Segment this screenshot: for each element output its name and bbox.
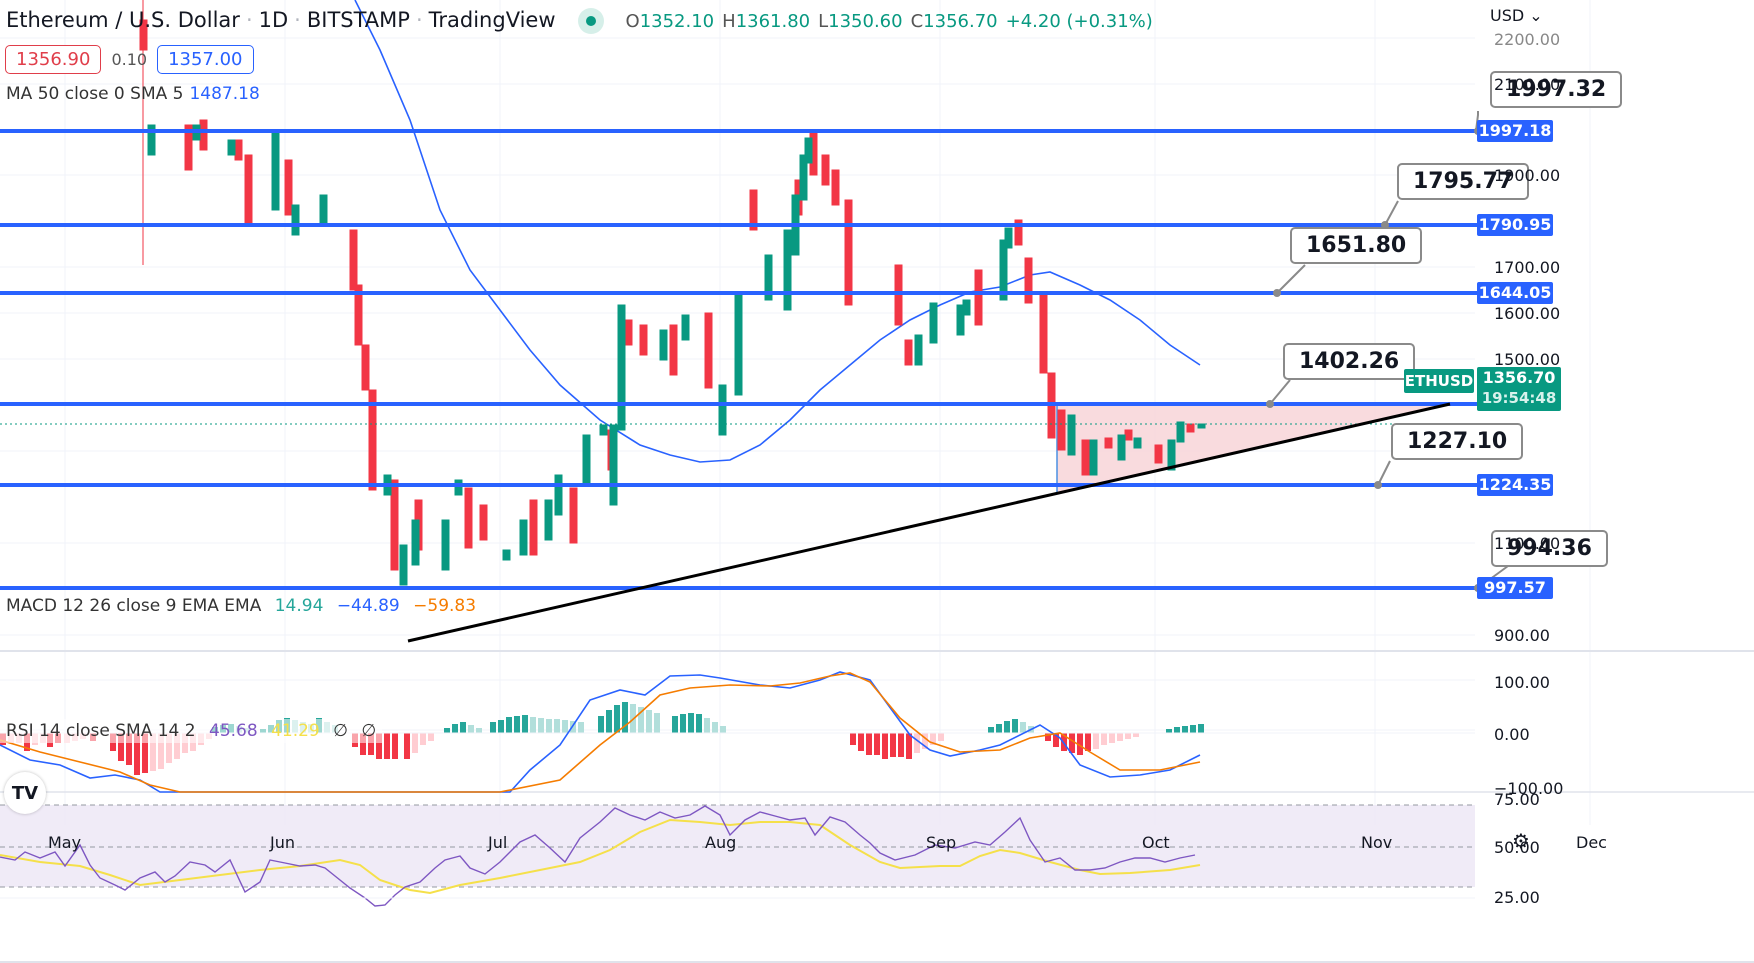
time-label: Nov: [1361, 833, 1393, 852]
candles: [139, 0, 1206, 586]
source: TradingView: [428, 8, 556, 32]
level-price-label: 1224.35: [1477, 474, 1553, 496]
rsi-sma-line: [0, 818, 1201, 895]
interval[interactable]: 1D: [258, 8, 289, 32]
level-price-label: 1790.95: [1477, 214, 1553, 236]
price-tick: 1100.00: [1494, 534, 1561, 553]
level-callout[interactable]: 1402.26: [1283, 343, 1416, 380]
time-label: Jul: [488, 833, 508, 852]
time-label: Jun: [270, 833, 295, 852]
bar-countdown: 19:54:48: [1481, 389, 1557, 407]
price-tick: 1600.00: [1494, 304, 1561, 323]
level-callout[interactable]: 1795.77: [1397, 163, 1530, 200]
chevron-down-icon: ⌄: [1529, 6, 1543, 25]
bid-ask: 1356.90 0.10 1357.00: [5, 45, 254, 74]
price-tick: 900.00: [1494, 626, 1550, 645]
symbol-title: Ethereum / U.S. Dollar: [6, 8, 240, 32]
level-callout[interactable]: 1997.32: [1490, 71, 1623, 108]
currency-selector[interactable]: USD ⌄: [1490, 6, 1543, 25]
level-price-label: 1644.05: [1477, 282, 1553, 304]
time-label: Oct: [1142, 833, 1170, 852]
rsi-tick: 25.00: [1494, 888, 1540, 907]
rsi-line: [0, 805, 1196, 907]
price-tick: 1700.00: [1494, 258, 1561, 277]
ohlc-values: O1352.10 H1361.80 L1350.60 C1356.70 +4.20 (+…: [625, 10, 1153, 32]
signal-line: [0, 672, 1201, 793]
macd-tick: 100.00: [1494, 673, 1550, 692]
sell-button[interactable]: 1356.90: [5, 45, 102, 74]
levels: [0, 129, 1477, 590]
spread: 0.10: [111, 50, 148, 69]
time-label: Dec: [1576, 833, 1607, 852]
ma-legend[interactable]: MA 50 close 0 SMA 5 1487.18: [6, 84, 260, 104]
level-callout[interactable]: 994.36: [1491, 530, 1608, 567]
settings-gear-icon[interactable]: ⚙: [1512, 829, 1530, 853]
exchange: BITSTAMP: [306, 8, 410, 32]
time-label: May: [48, 833, 82, 852]
macd-legend[interactable]: MACD 12 26 close 9 EMA EMA 14.94 −44.89 …: [6, 596, 477, 616]
rsi-tick: 50.00: [1494, 838, 1540, 857]
macd-tick: −100.00: [1494, 779, 1564, 798]
last-price-label: 1356.70 19:54:48: [1477, 367, 1561, 411]
symbol-header[interactable]: Ethereum / U.S. Dollar · 1D · BITSTAMP · Tradi…: [6, 8, 1153, 34]
buy-button[interactable]: 1357.00: [157, 45, 254, 74]
time-label: Sep: [926, 833, 957, 852]
tradingview-logo-icon[interactable]: TV: [4, 772, 46, 814]
level-price-label: 997.57: [1477, 577, 1553, 599]
symbol-tag: ETHUSD: [1404, 369, 1474, 393]
level-price-label: 1997.18: [1477, 120, 1553, 142]
price-tick: 2200.00: [1494, 30, 1561, 49]
rsi-band: [0, 805, 1475, 887]
price-tick: 1900.00: [1494, 166, 1561, 185]
ma50-line: [354, 0, 1201, 463]
price-tick: 1500.00: [1494, 350, 1561, 369]
ascending-trendline: [407, 402, 1451, 643]
price-change: +4.20 (+0.31%): [1005, 10, 1153, 32]
level-callout[interactable]: 1227.10: [1391, 423, 1524, 460]
level-callout[interactable]: 1651.80: [1290, 227, 1423, 264]
market-open-icon: [577, 8, 604, 34]
price-tick: 2100.00: [1494, 75, 1561, 94]
rsi-legend[interactable]: RSI 14 close SMA 14 2 45.68 41.29 ∅ ∅: [0, 719, 383, 743]
rsi-tick: 75.00: [1494, 790, 1540, 809]
macd-tick: 0.00: [1494, 725, 1530, 744]
time-label: Aug: [705, 833, 737, 852]
